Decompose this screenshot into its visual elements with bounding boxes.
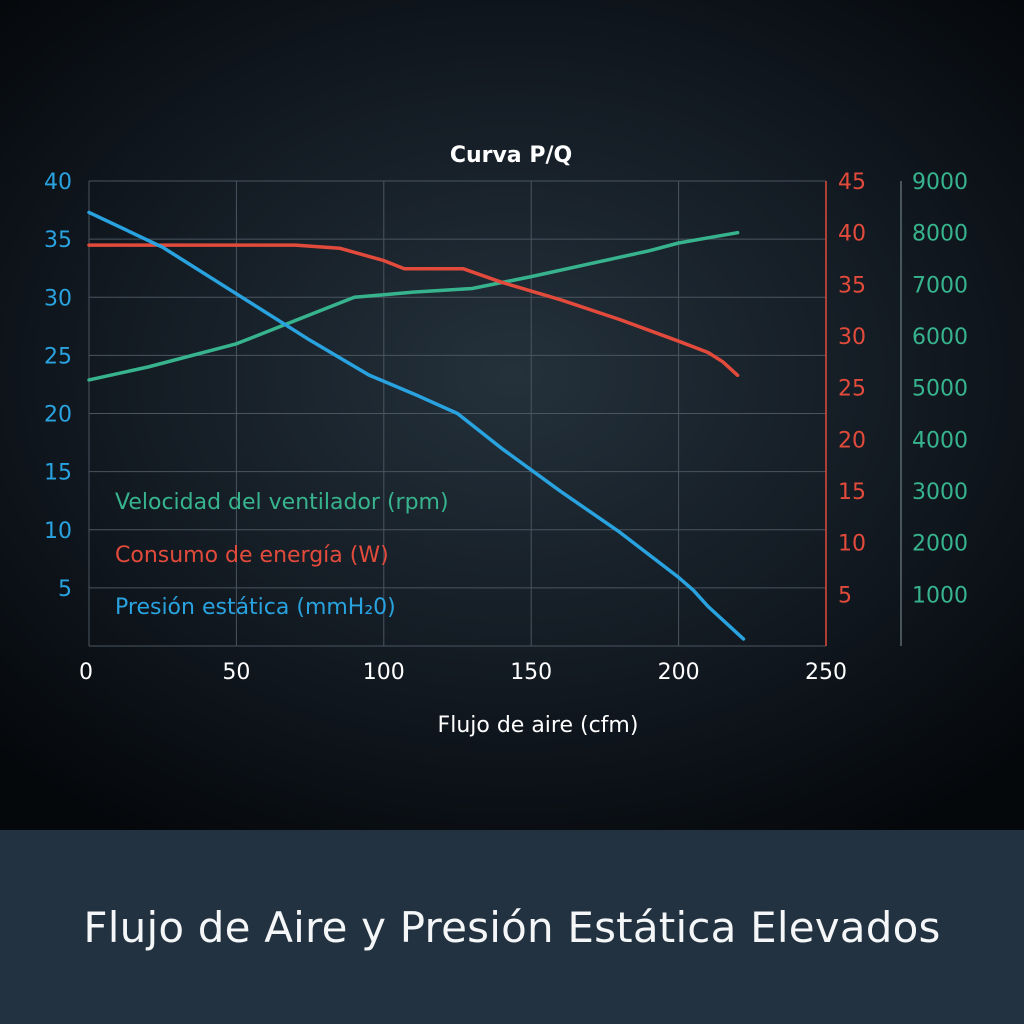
pressure-tick-label: 30 xyxy=(44,286,72,311)
power-tick-label: 40 xyxy=(838,222,866,247)
power-tick-label: 25 xyxy=(838,377,866,402)
rpm-tick-label: 9000 xyxy=(912,170,968,195)
chart-title: Curva P/Q xyxy=(450,143,572,168)
pressure-tick-label: 40 xyxy=(44,170,72,195)
pressure-tick-label: 15 xyxy=(44,461,72,486)
power-tick-label: 45 xyxy=(838,170,866,195)
rpm-tick-label: 4000 xyxy=(912,428,968,453)
x-axis-label: Flujo de aire (cfm) xyxy=(438,713,639,738)
grid xyxy=(88,180,902,647)
chart-area: 0 50 100 150 200 250 40 35 30 25 20 15 10 5 45 40 35 30 25… xyxy=(0,0,1024,830)
pq-curve-chart: 0 50 100 150 200 250 40 35 30 25 20 15 10 5 45 40 35 30 25… xyxy=(44,143,968,738)
power-tick-label: 10 xyxy=(838,532,866,557)
power-tick-label: 20 xyxy=(838,428,866,453)
pressure-tick-label: 25 xyxy=(44,344,72,369)
x-tick-label: 250 xyxy=(805,660,847,685)
x-tick-label: 100 xyxy=(363,660,405,685)
pressure-tick-label: 35 xyxy=(44,228,72,253)
caption-banner: Flujo de Aire y Presión Estática Elevado… xyxy=(0,830,1024,1024)
rpm-tick-label: 2000 xyxy=(912,532,968,557)
axis-ticks: 0 50 100 150 200 250 40 35 30 25 20 15 10 5 45 40 35 30 25… xyxy=(44,170,968,685)
pressure-tick-label: 5 xyxy=(58,577,72,602)
rpm-tick-label: 8000 xyxy=(912,222,968,247)
rpm-tick-label: 7000 xyxy=(912,273,968,298)
x-tick-label: 150 xyxy=(510,660,552,685)
pressure-tick-label: 20 xyxy=(44,403,72,428)
series-line-power xyxy=(87,243,740,378)
legend: Velocidad del ventilador (rpm) Consumo de… xyxy=(115,490,449,620)
power-tick-label: 30 xyxy=(838,325,866,350)
legend-entry-power: Consumo de energía (W) xyxy=(115,543,389,568)
caption-text: Flujo de Aire y Presión Estática Elevado… xyxy=(83,902,941,952)
x-tick-label: 0 xyxy=(79,660,93,685)
rpm-tick-label: 5000 xyxy=(912,377,968,402)
series-line-rpm xyxy=(87,230,740,382)
power-tick-label: 15 xyxy=(838,480,866,505)
legend-entry-rpm: Velocidad del ventilador (rpm) xyxy=(115,490,449,515)
pressure-tick-label: 10 xyxy=(44,519,72,544)
power-tick-label: 35 xyxy=(838,273,866,298)
x-tick-label: 50 xyxy=(222,660,250,685)
rpm-tick-label: 6000 xyxy=(912,325,968,350)
rpm-tick-label: 3000 xyxy=(912,480,968,505)
legend-entry-pressure: Presión estática (mmH₂0) xyxy=(115,595,396,620)
power-tick-label: 5 xyxy=(838,583,852,608)
series-lines xyxy=(87,210,746,641)
series-line-pressure xyxy=(87,210,746,641)
x-tick-label: 200 xyxy=(658,660,700,685)
rpm-tick-label: 1000 xyxy=(912,583,968,608)
